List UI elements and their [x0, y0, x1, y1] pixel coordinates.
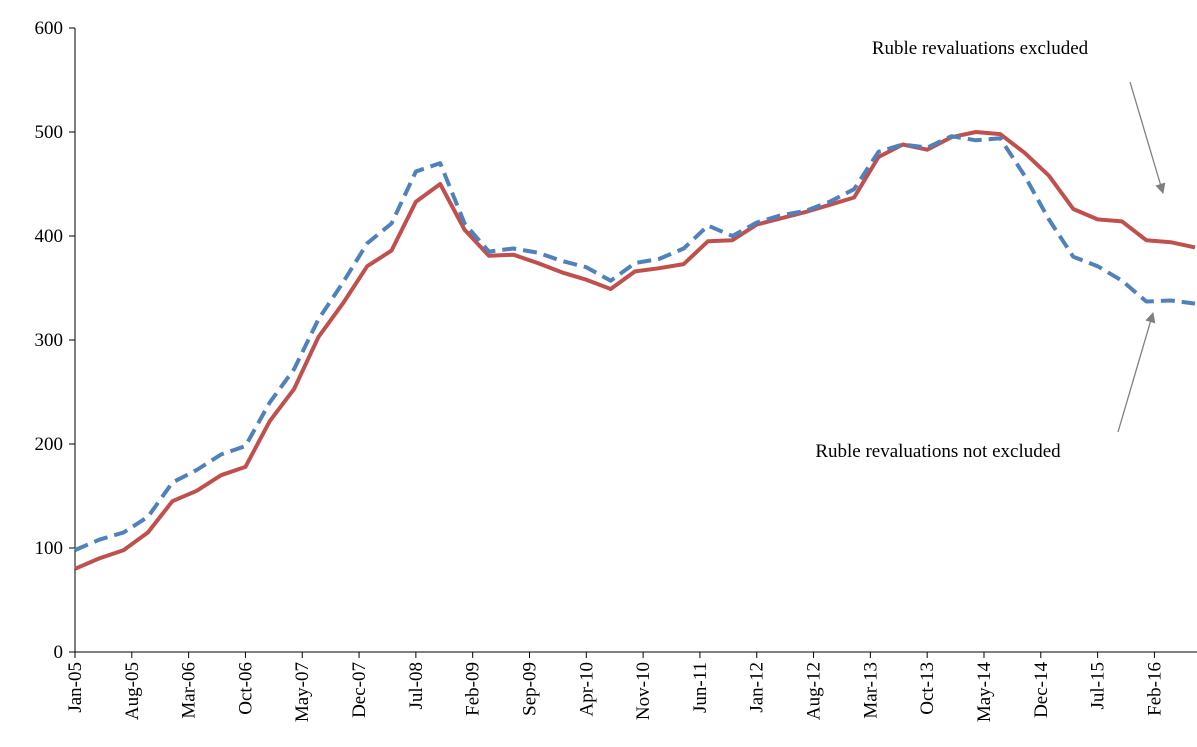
x-tick-label: Dec-14 [1031, 662, 1052, 718]
x-tick-label: Apr-10 [576, 662, 597, 717]
y-tick-label: 600 [35, 18, 64, 39]
series-line [74, 130, 1196, 571]
x-tick-label: Sep-09 [519, 662, 540, 716]
y-tick-label: 500 [35, 122, 64, 143]
x-tick-label: Feb-16 [1144, 662, 1165, 716]
series-line [74, 134, 1196, 552]
x-tick-label: Mar-13 [860, 662, 881, 719]
x-tick-label: Aug-12 [804, 662, 825, 720]
x-tick-label: May-14 [974, 662, 995, 723]
annotation-arrow [1117, 312, 1156, 433]
y-tick-label: 300 [35, 330, 64, 351]
y-tick-label: 200 [35, 434, 64, 455]
x-tick-label: May-07 [292, 662, 313, 722]
y-tick-label: 0 [54, 642, 64, 663]
x-tick-label: Jul-15 [1088, 662, 1109, 710]
x-tick-label: Oct-13 [917, 662, 938, 715]
x-tick-label: Feb-09 [463, 662, 484, 716]
x-tick-label: Dec-07 [349, 662, 370, 718]
annotation-arrow [1129, 81, 1166, 194]
x-tick-label: Jan-12 [747, 662, 768, 713]
x-tick-label: Jul-08 [406, 662, 427, 710]
y-tick-label: 100 [35, 538, 64, 559]
x-tick-label: Jun-11 [690, 662, 711, 713]
annotation: Ruble revaluations excluded [872, 38, 1089, 59]
x-tick-label: Jan-05 [65, 662, 86, 713]
annotation: Ruble revaluations not excluded [815, 441, 1061, 462]
x-tick-label: Nov-10 [633, 662, 654, 720]
x-tick-label: Oct-06 [235, 662, 256, 715]
x-tick-label: Mar-06 [179, 662, 200, 719]
y-tick-label: 400 [35, 226, 64, 247]
x-tick-label: Aug-05 [122, 662, 143, 720]
